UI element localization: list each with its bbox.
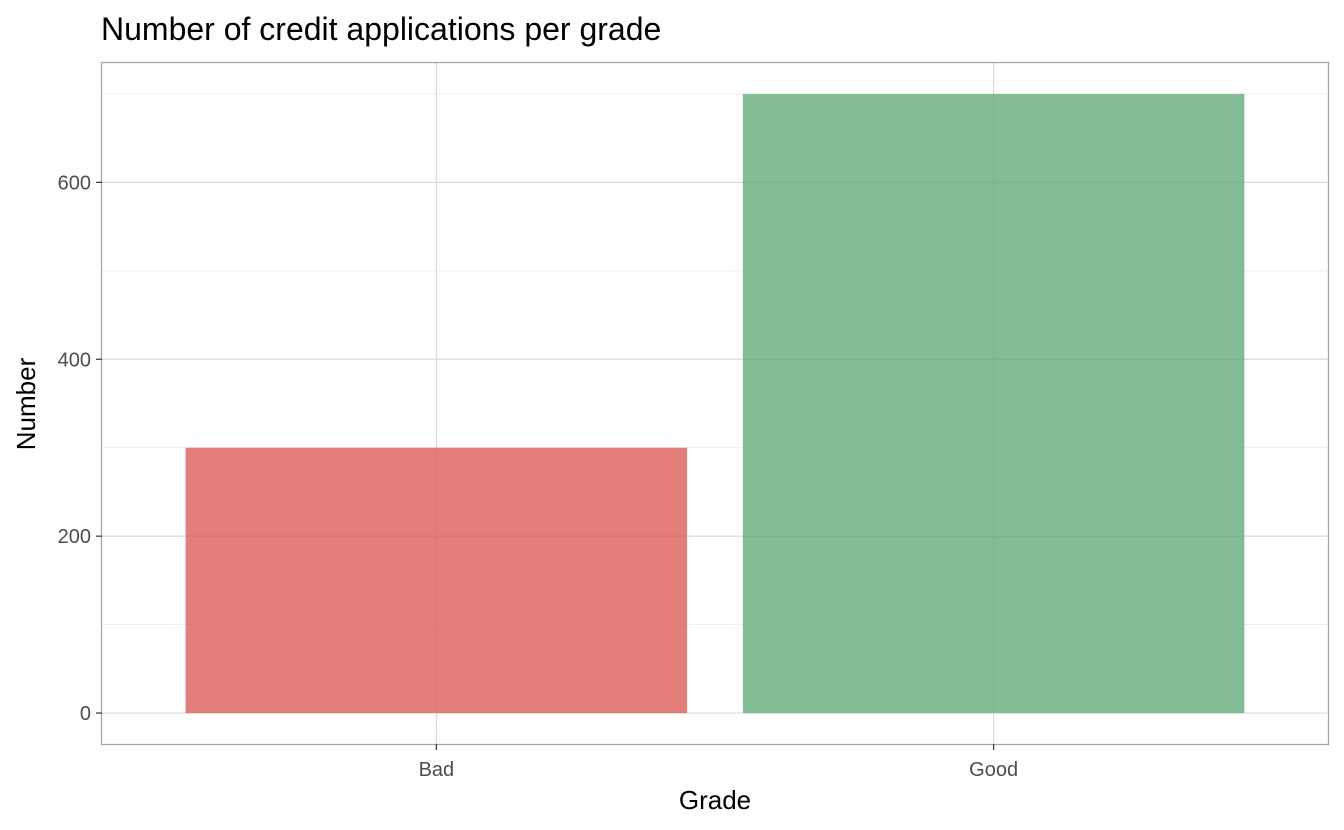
y-tick-label: 200: [58, 526, 91, 548]
bar-good: [742, 93, 1245, 714]
y-tick-label: 0: [80, 703, 91, 725]
y-tick-label: 400: [58, 349, 91, 371]
x-axis-title: Grade: [679, 785, 751, 815]
bars: [185, 93, 1245, 714]
plot-panel-border: [100, 61, 1330, 746]
y-axis-title: Number: [11, 357, 41, 450]
x-tick-label: Bad: [419, 759, 455, 781]
x-tick-label: Good: [969, 759, 1018, 781]
y-tick-label: 600: [58, 172, 91, 194]
chart-title: Number of credit applications per grade: [101, 11, 661, 47]
bar-bad: [185, 447, 688, 714]
axis-ticks: 0 200 400 600 Bad Good: [58, 172, 1018, 781]
